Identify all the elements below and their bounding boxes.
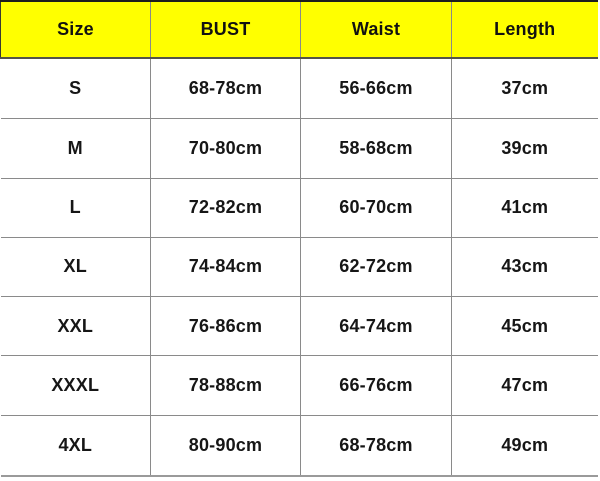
cell-length: 39cm xyxy=(451,118,598,179)
cell-length: 37cm xyxy=(451,57,598,120)
table-row: 4XL 80-90cm 68-78cm 49cm xyxy=(0,414,598,477)
cell-size: XXL xyxy=(0,296,151,357)
table-row: XL 74-84cm 62-72cm 43cm xyxy=(0,236,598,298)
cell-waist: 58-68cm xyxy=(300,118,452,179)
cell-length: 47cm xyxy=(451,355,598,416)
cell-bust: 70-80cm xyxy=(150,118,301,179)
cell-waist: 64-74cm xyxy=(300,296,452,357)
cell-size: M xyxy=(0,118,151,179)
cell-size: XL xyxy=(0,236,151,298)
cell-waist: 62-72cm xyxy=(300,236,452,298)
cell-bust: 78-88cm xyxy=(150,355,301,416)
cell-length: 45cm xyxy=(451,296,598,357)
table-row: L 72-82cm 60-70cm 41cm xyxy=(0,177,598,238)
column-header-bust: BUST xyxy=(150,1,301,59)
cell-size: L xyxy=(0,177,151,238)
column-header-length: Length xyxy=(451,1,598,59)
cell-waist: 56-66cm xyxy=(300,57,452,120)
cell-length: 43cm xyxy=(451,236,598,298)
cell-size: 4XL xyxy=(0,414,151,477)
cell-bust: 80-90cm xyxy=(150,414,301,477)
cell-bust: 76-86cm xyxy=(150,296,301,357)
header-row: Size BUST Waist Length xyxy=(0,1,598,59)
cell-size: XXXL xyxy=(0,355,151,416)
column-header-size: Size xyxy=(0,1,151,59)
table-row: M 70-80cm 58-68cm 39cm xyxy=(0,118,598,179)
cell-size: S xyxy=(0,57,151,120)
cell-bust: 74-84cm xyxy=(150,236,301,298)
table-row: XXXL 78-88cm 66-76cm 47cm xyxy=(0,355,598,416)
table-row: XXL 76-86cm 64-74cm 45cm xyxy=(0,296,598,357)
table-row: S 68-78cm 56-66cm 37cm xyxy=(0,57,598,120)
cell-waist: 68-78cm xyxy=(300,414,452,477)
cell-waist: 66-76cm xyxy=(300,355,452,416)
cell-bust: 72-82cm xyxy=(150,177,301,238)
cell-waist: 60-70cm xyxy=(300,177,452,238)
cell-length: 49cm xyxy=(451,414,598,477)
cell-bust: 68-78cm xyxy=(150,57,301,120)
cell-length: 41cm xyxy=(451,177,598,238)
column-header-waist: Waist xyxy=(300,1,452,59)
